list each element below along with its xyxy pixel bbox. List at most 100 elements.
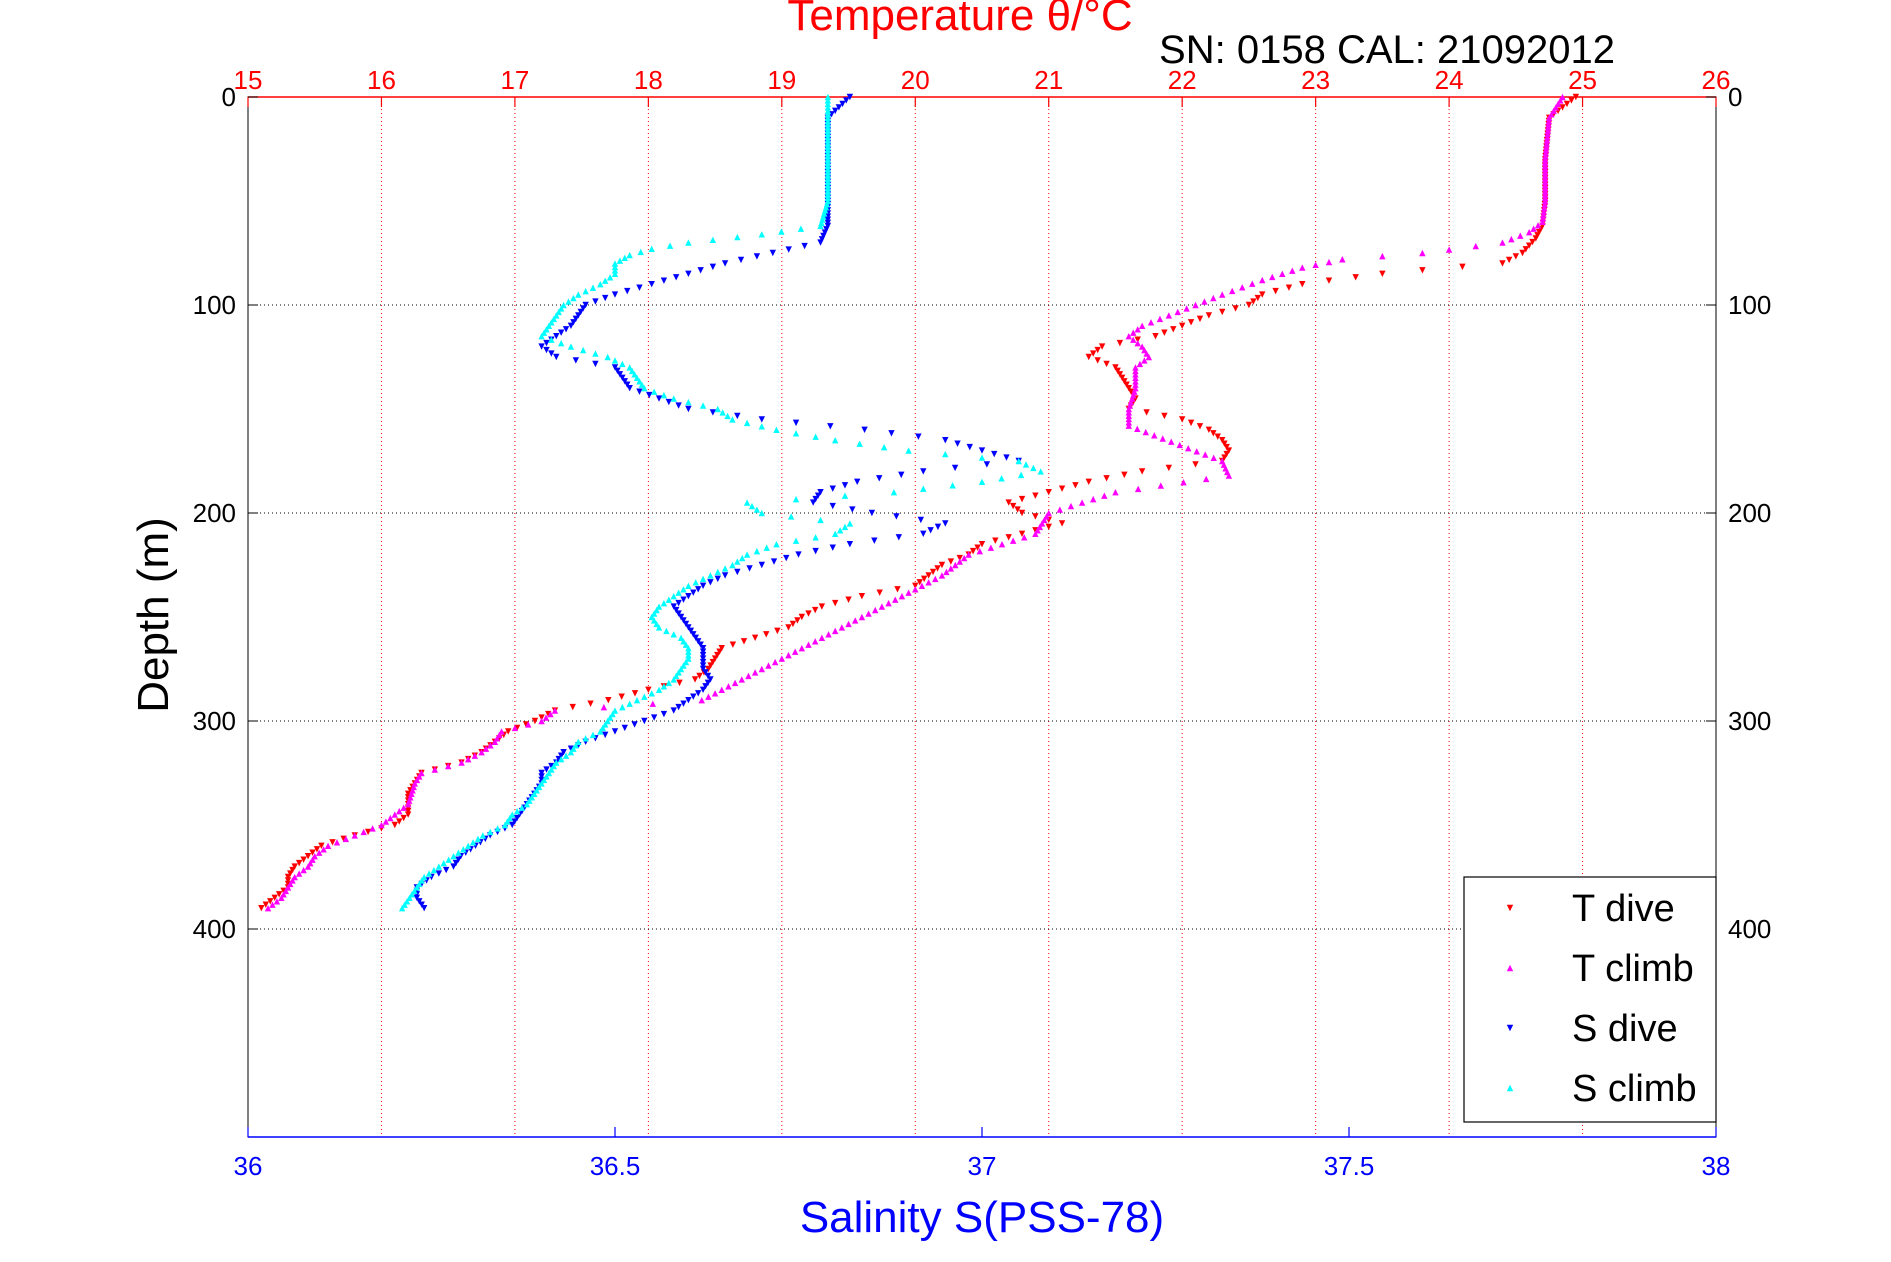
data-point <box>562 326 570 333</box>
data-point <box>387 814 394 822</box>
data-point <box>680 596 687 603</box>
data-point <box>440 859 447 867</box>
data-point <box>572 742 580 749</box>
data-point <box>611 267 619 274</box>
data-point <box>956 554 963 562</box>
data-point <box>952 561 959 569</box>
data-point <box>1563 100 1571 108</box>
data-point <box>1419 249 1426 257</box>
data-point <box>858 613 866 621</box>
data-point <box>685 697 692 704</box>
data-point <box>927 527 934 534</box>
data-point <box>1132 371 1139 378</box>
data-point <box>1193 448 1200 455</box>
tick-label-right: 300 <box>1728 706 1771 736</box>
data-point <box>1543 143 1550 150</box>
data-point <box>1178 416 1186 423</box>
data-point <box>1103 360 1110 368</box>
data-point <box>942 520 949 527</box>
data-point <box>1187 319 1195 326</box>
data-point <box>1210 430 1217 437</box>
data-point <box>841 482 849 489</box>
legend-item: T dive <box>1506 888 1675 930</box>
data-point <box>1159 435 1166 442</box>
data-point <box>1232 305 1239 312</box>
data-point <box>1541 197 1549 205</box>
data-point <box>794 617 801 624</box>
data-point <box>382 818 390 825</box>
data-point <box>469 839 477 846</box>
data-point <box>920 468 927 475</box>
data-point <box>792 419 800 427</box>
data-point <box>351 832 358 839</box>
data-point <box>690 589 697 596</box>
data-point <box>843 97 850 104</box>
data-point <box>798 613 806 621</box>
tick-label-bottom: 37.5 <box>1324 1151 1375 1181</box>
data-point <box>295 859 303 867</box>
tick-label-right: 0 <box>1728 82 1742 112</box>
data-point <box>511 818 518 825</box>
data-point <box>582 735 589 742</box>
data-point <box>699 662 707 669</box>
data-point <box>609 710 616 718</box>
data-point <box>878 603 886 610</box>
data-point <box>660 683 668 690</box>
data-point <box>619 703 626 711</box>
tick-label-top: 22 <box>1168 65 1197 95</box>
data-point <box>542 714 550 721</box>
data-point <box>1090 495 1097 503</box>
data-point <box>697 267 704 274</box>
data-point <box>474 835 482 843</box>
data-point <box>1168 438 1175 445</box>
data-point <box>694 638 702 645</box>
data-point <box>991 450 998 458</box>
data-point <box>619 360 626 368</box>
data-point <box>758 231 765 238</box>
data-point <box>812 495 819 503</box>
data-point <box>611 364 619 371</box>
data-point <box>1214 433 1221 440</box>
data-point <box>1123 381 1130 388</box>
data-point <box>641 385 648 392</box>
data-point <box>832 437 839 444</box>
data-point <box>974 544 981 551</box>
data-point <box>413 894 421 901</box>
data-point <box>513 807 521 815</box>
data-point <box>543 326 550 333</box>
tick-label-right: 400 <box>1728 914 1771 944</box>
data-point <box>411 887 418 895</box>
data-point <box>538 769 545 777</box>
data-point <box>1174 308 1181 316</box>
data-point <box>525 721 532 728</box>
data-point <box>711 655 719 662</box>
data-point <box>526 797 533 804</box>
data-point <box>309 849 316 856</box>
data-point <box>418 901 425 908</box>
data-point <box>699 575 707 583</box>
data-point <box>677 665 685 673</box>
data-point <box>685 398 692 406</box>
data-point <box>932 575 939 583</box>
data-point <box>797 225 805 232</box>
data-point <box>895 534 903 541</box>
data-point <box>1540 208 1548 215</box>
data-point <box>690 693 697 700</box>
data-point <box>709 263 717 271</box>
data-point <box>1542 153 1549 160</box>
data-point <box>636 388 643 395</box>
data-point <box>450 863 457 870</box>
data-point <box>920 575 928 583</box>
data-point <box>553 312 560 319</box>
data-point <box>739 554 746 562</box>
data-point <box>680 638 687 645</box>
data-point <box>1130 329 1137 336</box>
data-point <box>832 530 839 537</box>
data-point <box>685 651 692 659</box>
data-point <box>418 877 425 884</box>
data-point <box>1101 492 1108 499</box>
data-point <box>954 440 961 447</box>
data-point <box>709 236 717 244</box>
data-point <box>1508 235 1515 243</box>
data-point <box>1151 432 1158 439</box>
